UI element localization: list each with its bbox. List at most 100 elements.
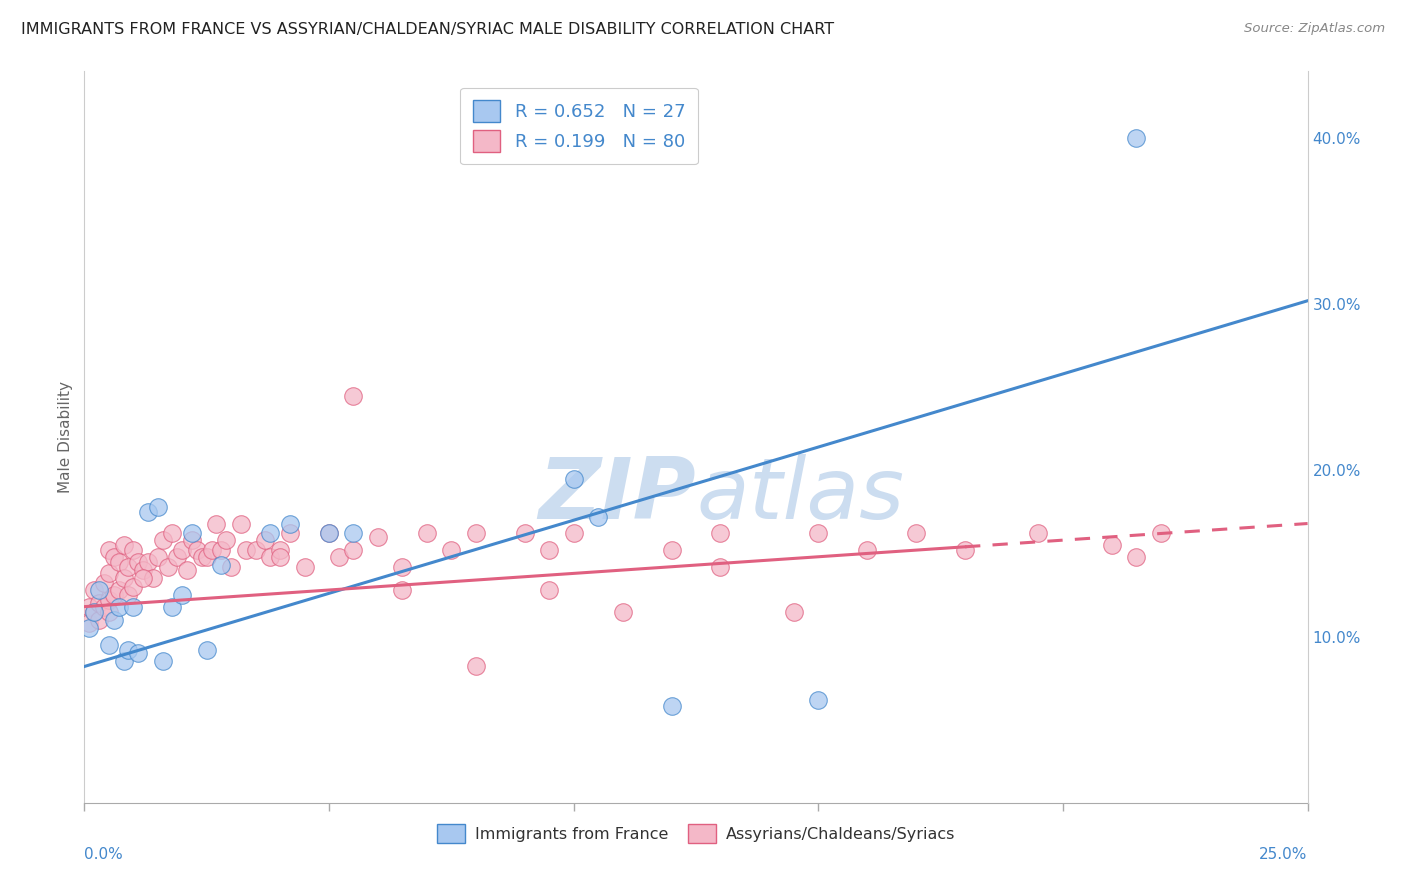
Text: Source: ZipAtlas.com: Source: ZipAtlas.com [1244, 22, 1385, 36]
Point [807, 692, 830, 706]
Point [176, 563, 198, 577]
Point [186, 543, 208, 558]
Point [162, 526, 184, 541]
Point [464, 659, 486, 673]
Point [538, 582, 561, 597]
Point [97, 638, 120, 652]
Point [107, 555, 129, 569]
Point [97, 605, 120, 619]
Point [661, 699, 683, 714]
Point [538, 543, 561, 558]
Point [87, 582, 110, 597]
Point [342, 526, 364, 541]
Point [122, 543, 145, 558]
Point [235, 543, 257, 558]
Point [107, 582, 129, 597]
Point [112, 655, 135, 669]
Text: IMMIGRANTS FROM FRANCE VS ASSYRIAN/CHALDEAN/SYRIAC MALE DISABILITY CORRELATION C: IMMIGRANTS FROM FRANCE VS ASSYRIAN/CHALD… [21, 22, 834, 37]
Point [391, 559, 413, 574]
Point [259, 526, 281, 541]
Point [661, 543, 683, 558]
Point [132, 563, 155, 577]
Point [172, 543, 194, 558]
Point [1028, 526, 1050, 541]
Point [953, 543, 976, 558]
Point [152, 655, 174, 669]
Point [166, 549, 188, 564]
Point [136, 555, 159, 569]
Point [152, 533, 174, 548]
Point [856, 543, 879, 558]
Point [709, 526, 731, 541]
Point [209, 558, 232, 573]
Text: atlas: atlas [696, 454, 904, 537]
Point [93, 576, 115, 591]
Point [112, 538, 135, 552]
Point [103, 549, 125, 564]
Point [117, 559, 139, 574]
Point [103, 613, 125, 627]
Point [318, 526, 340, 541]
Point [77, 616, 100, 631]
Point [464, 526, 486, 541]
Point [905, 526, 928, 541]
Point [87, 596, 110, 610]
Point [215, 533, 238, 548]
Point [342, 388, 364, 402]
Point [97, 543, 120, 558]
Point [209, 543, 232, 558]
Point [195, 549, 218, 564]
Point [269, 543, 291, 558]
Point [156, 559, 179, 574]
Point [367, 530, 389, 544]
Y-axis label: Male Disability: Male Disability [58, 381, 73, 493]
Point [181, 533, 204, 548]
Point [191, 549, 214, 564]
Point [112, 571, 135, 585]
Point [562, 472, 585, 486]
Point [440, 543, 463, 558]
Point [146, 500, 169, 514]
Text: 25.0%: 25.0% [1260, 847, 1308, 863]
Point [83, 582, 105, 597]
Point [612, 605, 634, 619]
Point [107, 599, 129, 614]
Point [342, 543, 364, 558]
Point [278, 526, 301, 541]
Point [416, 526, 439, 541]
Point [103, 588, 125, 602]
Point [77, 621, 100, 635]
Point [87, 613, 110, 627]
Point [200, 543, 222, 558]
Point [513, 526, 536, 541]
Point [1125, 549, 1147, 564]
Text: 0.0%: 0.0% [84, 847, 124, 863]
Point [181, 526, 204, 541]
Point [278, 516, 301, 531]
Point [245, 543, 267, 558]
Point [162, 599, 184, 614]
Point [254, 533, 277, 548]
Point [328, 549, 350, 564]
Point [562, 526, 585, 541]
Point [122, 599, 145, 614]
Point [229, 516, 252, 531]
Point [259, 549, 281, 564]
Point [709, 559, 731, 574]
Point [146, 549, 169, 564]
Point [172, 588, 194, 602]
Point [807, 526, 830, 541]
Point [269, 549, 291, 564]
Point [1150, 526, 1173, 541]
Point [783, 605, 806, 619]
Point [136, 505, 159, 519]
Point [142, 571, 165, 585]
Point [122, 580, 145, 594]
Point [83, 605, 105, 619]
Point [318, 526, 340, 541]
Point [117, 588, 139, 602]
Point [132, 571, 155, 585]
Legend: Immigrants from France, Assyrians/Chaldeans/Syriacs: Immigrants from France, Assyrians/Chalde… [430, 817, 962, 850]
Point [127, 555, 149, 569]
Point [97, 593, 120, 607]
